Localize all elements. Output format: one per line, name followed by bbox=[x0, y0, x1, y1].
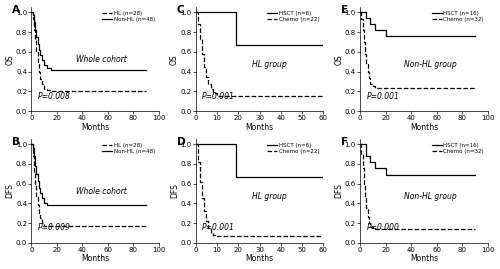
Text: A: A bbox=[12, 5, 20, 15]
Y-axis label: OS: OS bbox=[6, 54, 15, 65]
Text: Whole cohort: Whole cohort bbox=[76, 55, 127, 64]
Y-axis label: DFS: DFS bbox=[170, 183, 179, 199]
Text: E: E bbox=[341, 5, 348, 15]
Y-axis label: OS: OS bbox=[170, 54, 179, 65]
X-axis label: Months: Months bbox=[410, 254, 438, 263]
Y-axis label: DFS: DFS bbox=[334, 183, 344, 199]
Text: P=0.001: P=0.001 bbox=[366, 92, 400, 101]
Text: B: B bbox=[12, 137, 20, 147]
Text: HL group: HL group bbox=[252, 192, 287, 201]
Text: P=0.008: P=0.008 bbox=[38, 92, 70, 101]
X-axis label: Months: Months bbox=[246, 254, 274, 263]
Legend: HSCT (n=16), Chemo (n=32): HSCT (n=16), Chemo (n=32) bbox=[430, 142, 485, 155]
Text: P=0.009: P=0.009 bbox=[38, 224, 70, 232]
Text: HL group: HL group bbox=[252, 60, 287, 69]
Legend: HL (n=28), Non-HL (n=48): HL (n=28), Non-HL (n=48) bbox=[101, 10, 156, 24]
Text: F: F bbox=[341, 137, 348, 147]
X-axis label: Months: Months bbox=[246, 123, 274, 132]
Text: Non-HL group: Non-HL group bbox=[404, 192, 456, 201]
Y-axis label: OS: OS bbox=[334, 54, 344, 65]
Text: P=0.001: P=0.001 bbox=[202, 224, 235, 232]
X-axis label: Months: Months bbox=[81, 123, 109, 132]
X-axis label: Months: Months bbox=[410, 123, 438, 132]
X-axis label: Months: Months bbox=[81, 254, 109, 263]
Legend: HL (n=28), Non-HL (n=48): HL (n=28), Non-HL (n=48) bbox=[101, 142, 156, 155]
Y-axis label: DFS: DFS bbox=[6, 183, 15, 199]
Text: Whole cohort: Whole cohort bbox=[76, 186, 127, 196]
Legend: HSCT (n=6), Chemo (n=22): HSCT (n=6), Chemo (n=22) bbox=[266, 142, 320, 155]
Legend: HSCT (n=6), Chemo (n=22): HSCT (n=6), Chemo (n=22) bbox=[266, 10, 320, 24]
Text: P=0.000: P=0.000 bbox=[366, 224, 400, 232]
Text: C: C bbox=[176, 5, 184, 15]
Text: Non-HL group: Non-HL group bbox=[404, 60, 456, 69]
Text: P=0.001: P=0.001 bbox=[202, 92, 235, 101]
Legend: HSCT (n=16), Chemo (n=32): HSCT (n=16), Chemo (n=32) bbox=[430, 10, 485, 24]
Text: D: D bbox=[176, 137, 185, 147]
